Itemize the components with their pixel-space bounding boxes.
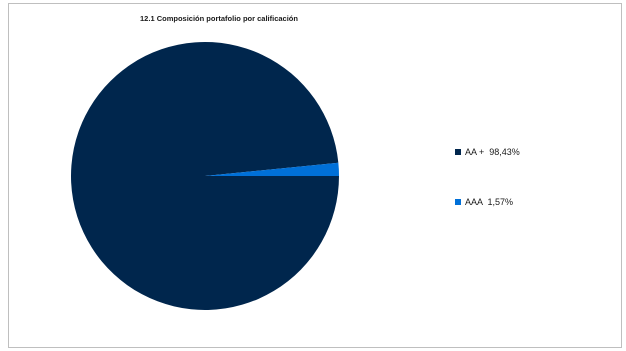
- chart-legend: AA + 98,43% AAA 1,57%: [455, 146, 520, 246]
- legend-swatch: [455, 149, 461, 155]
- legend-item: AAA 1,57%: [455, 196, 520, 208]
- chart-area: 12.1 Composición portafolio por califica…: [8, 3, 622, 348]
- legend-item: AA + 98,43%: [455, 146, 520, 158]
- chart-title: 12.1 Composición portafolio por califica…: [140, 14, 298, 23]
- legend-label: AA + 98,43%: [465, 147, 520, 157]
- legend-label: AAA 1,57%: [465, 197, 514, 207]
- pie-chart: [71, 41, 340, 310]
- pie-slice-aa: [71, 41, 340, 310]
- legend-swatch: [455, 199, 461, 205]
- pie-slice-aaa: [205, 162, 339, 176]
